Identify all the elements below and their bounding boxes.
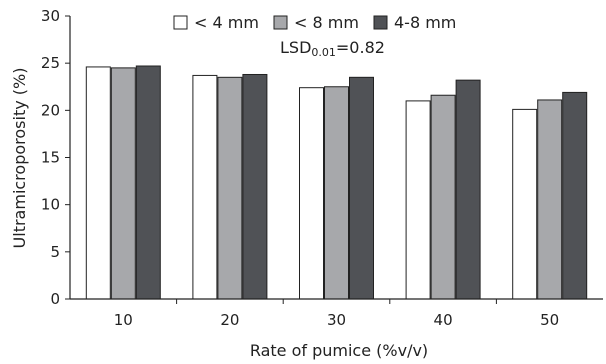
bar — [537, 99, 563, 300]
y-tick-label: 15 — [41, 149, 60, 167]
bar — [299, 87, 324, 300]
x-tick-label: 30 — [327, 311, 346, 329]
bar — [349, 76, 374, 300]
legend: < 4 mm < 8 mm 4-8 mm — [173, 13, 456, 32]
legend-swatch — [373, 15, 388, 30]
bar — [242, 73, 268, 300]
y-tick-label: 0 — [50, 290, 60, 308]
bar — [324, 86, 349, 300]
bar — [135, 65, 161, 300]
y-tick-label: 5 — [50, 243, 60, 261]
bar — [110, 67, 136, 300]
y-tick-label: 10 — [41, 196, 60, 214]
bar — [430, 94, 456, 300]
x-tick-label: 20 — [220, 311, 239, 329]
legend-swatch — [173, 15, 188, 30]
lsd-annotation: LSD0.01=0.82 — [280, 38, 385, 59]
bar — [85, 66, 111, 300]
axes-layer: 0 5 10 15 20 25 30 10 20 30 40 50 — [41, 7, 603, 329]
legend-label: 4-8 mm — [394, 13, 456, 32]
legend-swatch — [273, 15, 288, 30]
lsd-label: LSD — [280, 38, 311, 57]
lsd-value: =0.82 — [336, 38, 385, 57]
legend-label: < 4 mm — [194, 13, 259, 32]
bar — [405, 100, 431, 300]
legend-label: < 8 mm — [294, 13, 359, 32]
bar — [562, 91, 588, 300]
bar — [192, 74, 218, 300]
lsd-subscript: 0.01 — [311, 46, 336, 59]
y-tick-label: 30 — [41, 7, 60, 25]
bar — [217, 76, 243, 300]
x-axis-title: Rate of pumice (%v/v) — [250, 341, 428, 360]
bar — [512, 108, 538, 300]
bar — [455, 79, 481, 300]
x-tick-label: 50 — [540, 311, 559, 329]
x-tick-label: 40 — [434, 311, 453, 329]
bars-layer — [85, 65, 588, 300]
x-tick-label: 10 — [114, 311, 133, 329]
y-tick-label: 25 — [41, 54, 60, 72]
y-tick-label: 20 — [41, 101, 60, 119]
y-axis-title: Ultramicroporosity (%) — [10, 68, 29, 249]
